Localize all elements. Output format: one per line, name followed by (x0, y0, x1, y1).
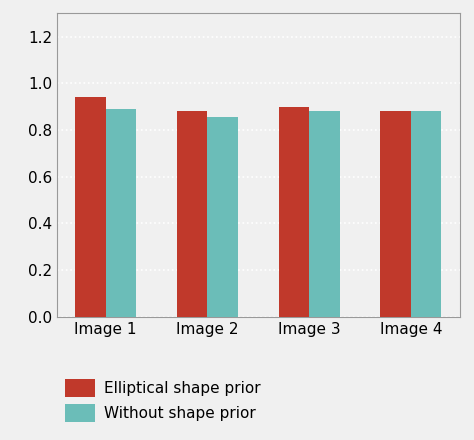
Bar (106, 109, 136, 317)
Bar (309, 111, 340, 317)
Bar (75, 97, 106, 317)
Legend: Elliptical shape prior, Without shape prior: Elliptical shape prior, Without shape pr… (64, 379, 261, 422)
Bar (381, 111, 411, 317)
Bar (208, 117, 238, 317)
Bar (279, 106, 309, 317)
Bar (411, 111, 441, 317)
Bar (177, 111, 208, 317)
